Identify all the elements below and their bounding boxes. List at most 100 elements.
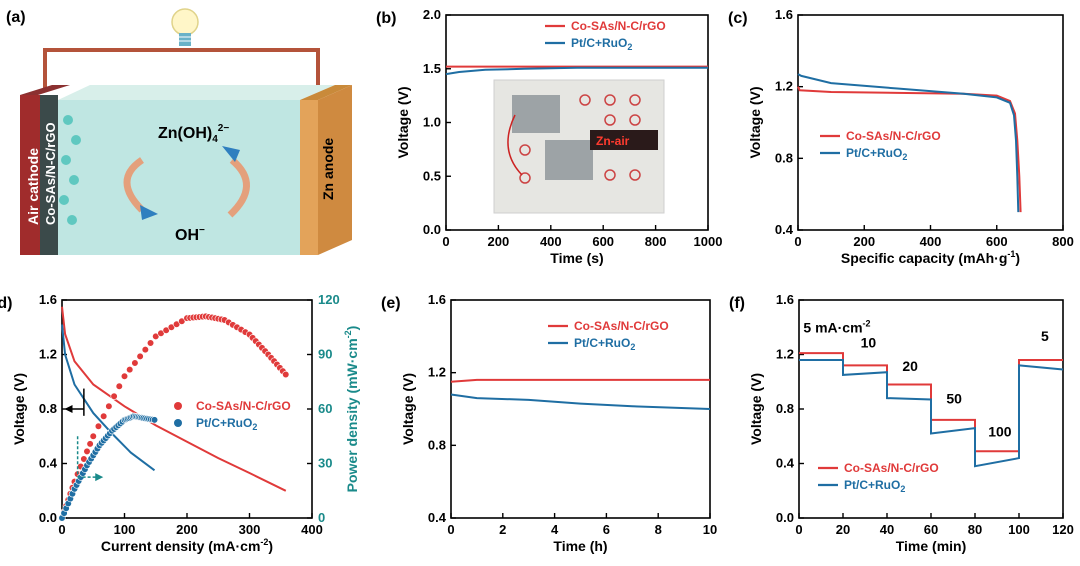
y-tick-label: 1.2 [775,79,793,94]
x-tick-label: 600 [592,234,614,249]
y-tick-label: 0.4 [428,510,447,525]
panel-label-e: (e) [381,295,401,312]
x-tick-label: 20 [836,522,850,537]
legend-label: Co-SAs/N-C/rGO [571,19,666,33]
legend-label: Co-SAs/N-C/rGO [844,461,939,475]
x-axis-label: Time (min) [896,538,967,554]
power-point [120,372,129,380]
x-tick-label: 1000 [694,234,723,249]
cathode-label-1: Air cathode [25,148,41,225]
y-tick-label: 1.5 [423,61,441,76]
panel-label-c: (c) [728,10,748,27]
y2-tick-label: 90 [318,347,332,362]
y-tick-label: 1.6 [39,292,57,307]
catalyst-particles [59,115,81,225]
power-point [100,412,108,420]
y-tick-label: 0.0 [776,510,794,525]
device-photo-inset: Zn-air [493,79,665,214]
series-line-pt-c-ruo2 [445,66,708,76]
step-annotation: 20 [902,358,918,374]
y2-tick-label: 60 [318,401,332,416]
x-tick-label: 400 [920,234,942,249]
legend-label: Pt/C+RuO2 [846,146,907,162]
chart-c: (c) 0 200 400 600 800 0.4 0.8 1.2 1.6 Specific cap… [728,7,1074,266]
legend-marker [174,419,182,427]
legend-item: Co-SAs/N-C/rGO [548,319,669,333]
y-tick-label: 0.5 [423,168,441,183]
power-point [86,440,94,448]
anode-label: Zn anode [320,138,336,200]
x-tick-label: 6 [603,522,610,537]
y-tick-label: 1.2 [776,347,794,362]
cycle-arrow-right [227,157,250,218]
y-tick-label: 1.6 [428,292,446,307]
power-point [150,416,159,424]
chart-e: (e) 0 2 4 6 8 10 0.4 0.8 1.2 1.6 Time (h) Voltage (V… [381,292,717,554]
x-tick-label: 0 [442,234,449,249]
legend-label: Pt/C+RuO2 [196,416,257,432]
x-tick-label: 10 [703,522,717,537]
x-tick-label: 0 [58,522,65,537]
external-wire [43,48,320,88]
y-tick-label: 0.0 [423,222,441,237]
charts-layer: (b)0 200 400 600 800 10000.00.51.01.52.0Time … [0,7,1074,554]
chart-b: (b) 0 200 400 600 800 1000 0.0 0.5 1.0 1.5 2.0 Time … [376,7,722,266]
x-tick-label: 300 [239,522,261,537]
power-point [141,346,149,354]
x-tick-label: 0 [794,234,801,249]
y-tick-label: 0.8 [39,401,57,416]
x-tick-label: 0 [795,522,802,537]
y-tick-label: 0.8 [428,437,446,452]
x-tick-label: 200 [176,522,198,537]
y2-tick-label: 120 [318,292,340,307]
y-tick-label: 1.0 [423,115,441,130]
step-annotation: 5 [1041,328,1049,344]
x-tick-label: 80 [968,522,982,537]
power-point [146,339,155,347]
legend-item: Pt/C+RuO2 [818,478,905,494]
power-point [83,447,91,455]
y-axis-label: Voltage (V) [747,86,763,158]
cycle-arrow-left [123,157,145,213]
series-line-co-sas [450,378,710,383]
power-point [282,370,290,379]
series-line-pt-c-ruo2 [799,359,1064,468]
series-line-co-sas [797,86,1022,213]
series-line-pt-c-ruo2 [797,73,1020,213]
x-axis-label: Specific capacity (mAh·g-1) [841,249,1020,266]
zn-air-display-text: Zn-air [596,134,630,148]
panel-label-f: (f) [729,295,745,312]
x-tick-label: 800 [645,234,667,249]
x-axis-label: Time (h) [553,538,607,554]
arrow-head-icon-2 [222,146,240,162]
x-tick-label: 8 [655,522,662,537]
y-tick-label: 0.4 [776,456,795,471]
legend-item: Co-SAs/N-C/rGO [174,399,291,413]
electrolyte-top [58,85,335,100]
x-tick-label: 600 [986,234,1008,249]
legend-label: Pt/C+RuO2 [571,36,632,52]
legend-item: Co-SAs/N-C/rGO [820,129,941,143]
electrolyte [58,100,301,255]
light-bulb-icon [171,8,199,46]
y-tick-label: 1.2 [39,347,57,362]
legend-marker [174,402,182,410]
power-point [105,402,113,410]
x-tick-label: 0 [447,522,454,537]
x-tick-label: 400 [301,522,323,537]
air-cathode [20,95,40,255]
legend-item: Pt/C+RuO2 [548,336,635,352]
legend-item: Pt/C+RuO2 [545,36,632,52]
x-tick-label: 800 [1052,234,1074,249]
step-annotation: 100 [988,423,1012,439]
x-tick-label: 100 [1008,522,1030,537]
y-axis-label: Voltage (V) [400,373,416,445]
species-zincate: Zn(OH)42− [158,123,229,145]
power-point [110,392,118,400]
x-tick-label: 120 [1052,522,1074,537]
legend-item: Pt/C+RuO2 [820,146,907,162]
y-tick-label: 0.4 [775,222,794,237]
species-hydroxide: OH− [175,225,205,244]
x-tick-label: 4 [551,522,559,537]
y-tick-label: 0.0 [39,510,57,525]
